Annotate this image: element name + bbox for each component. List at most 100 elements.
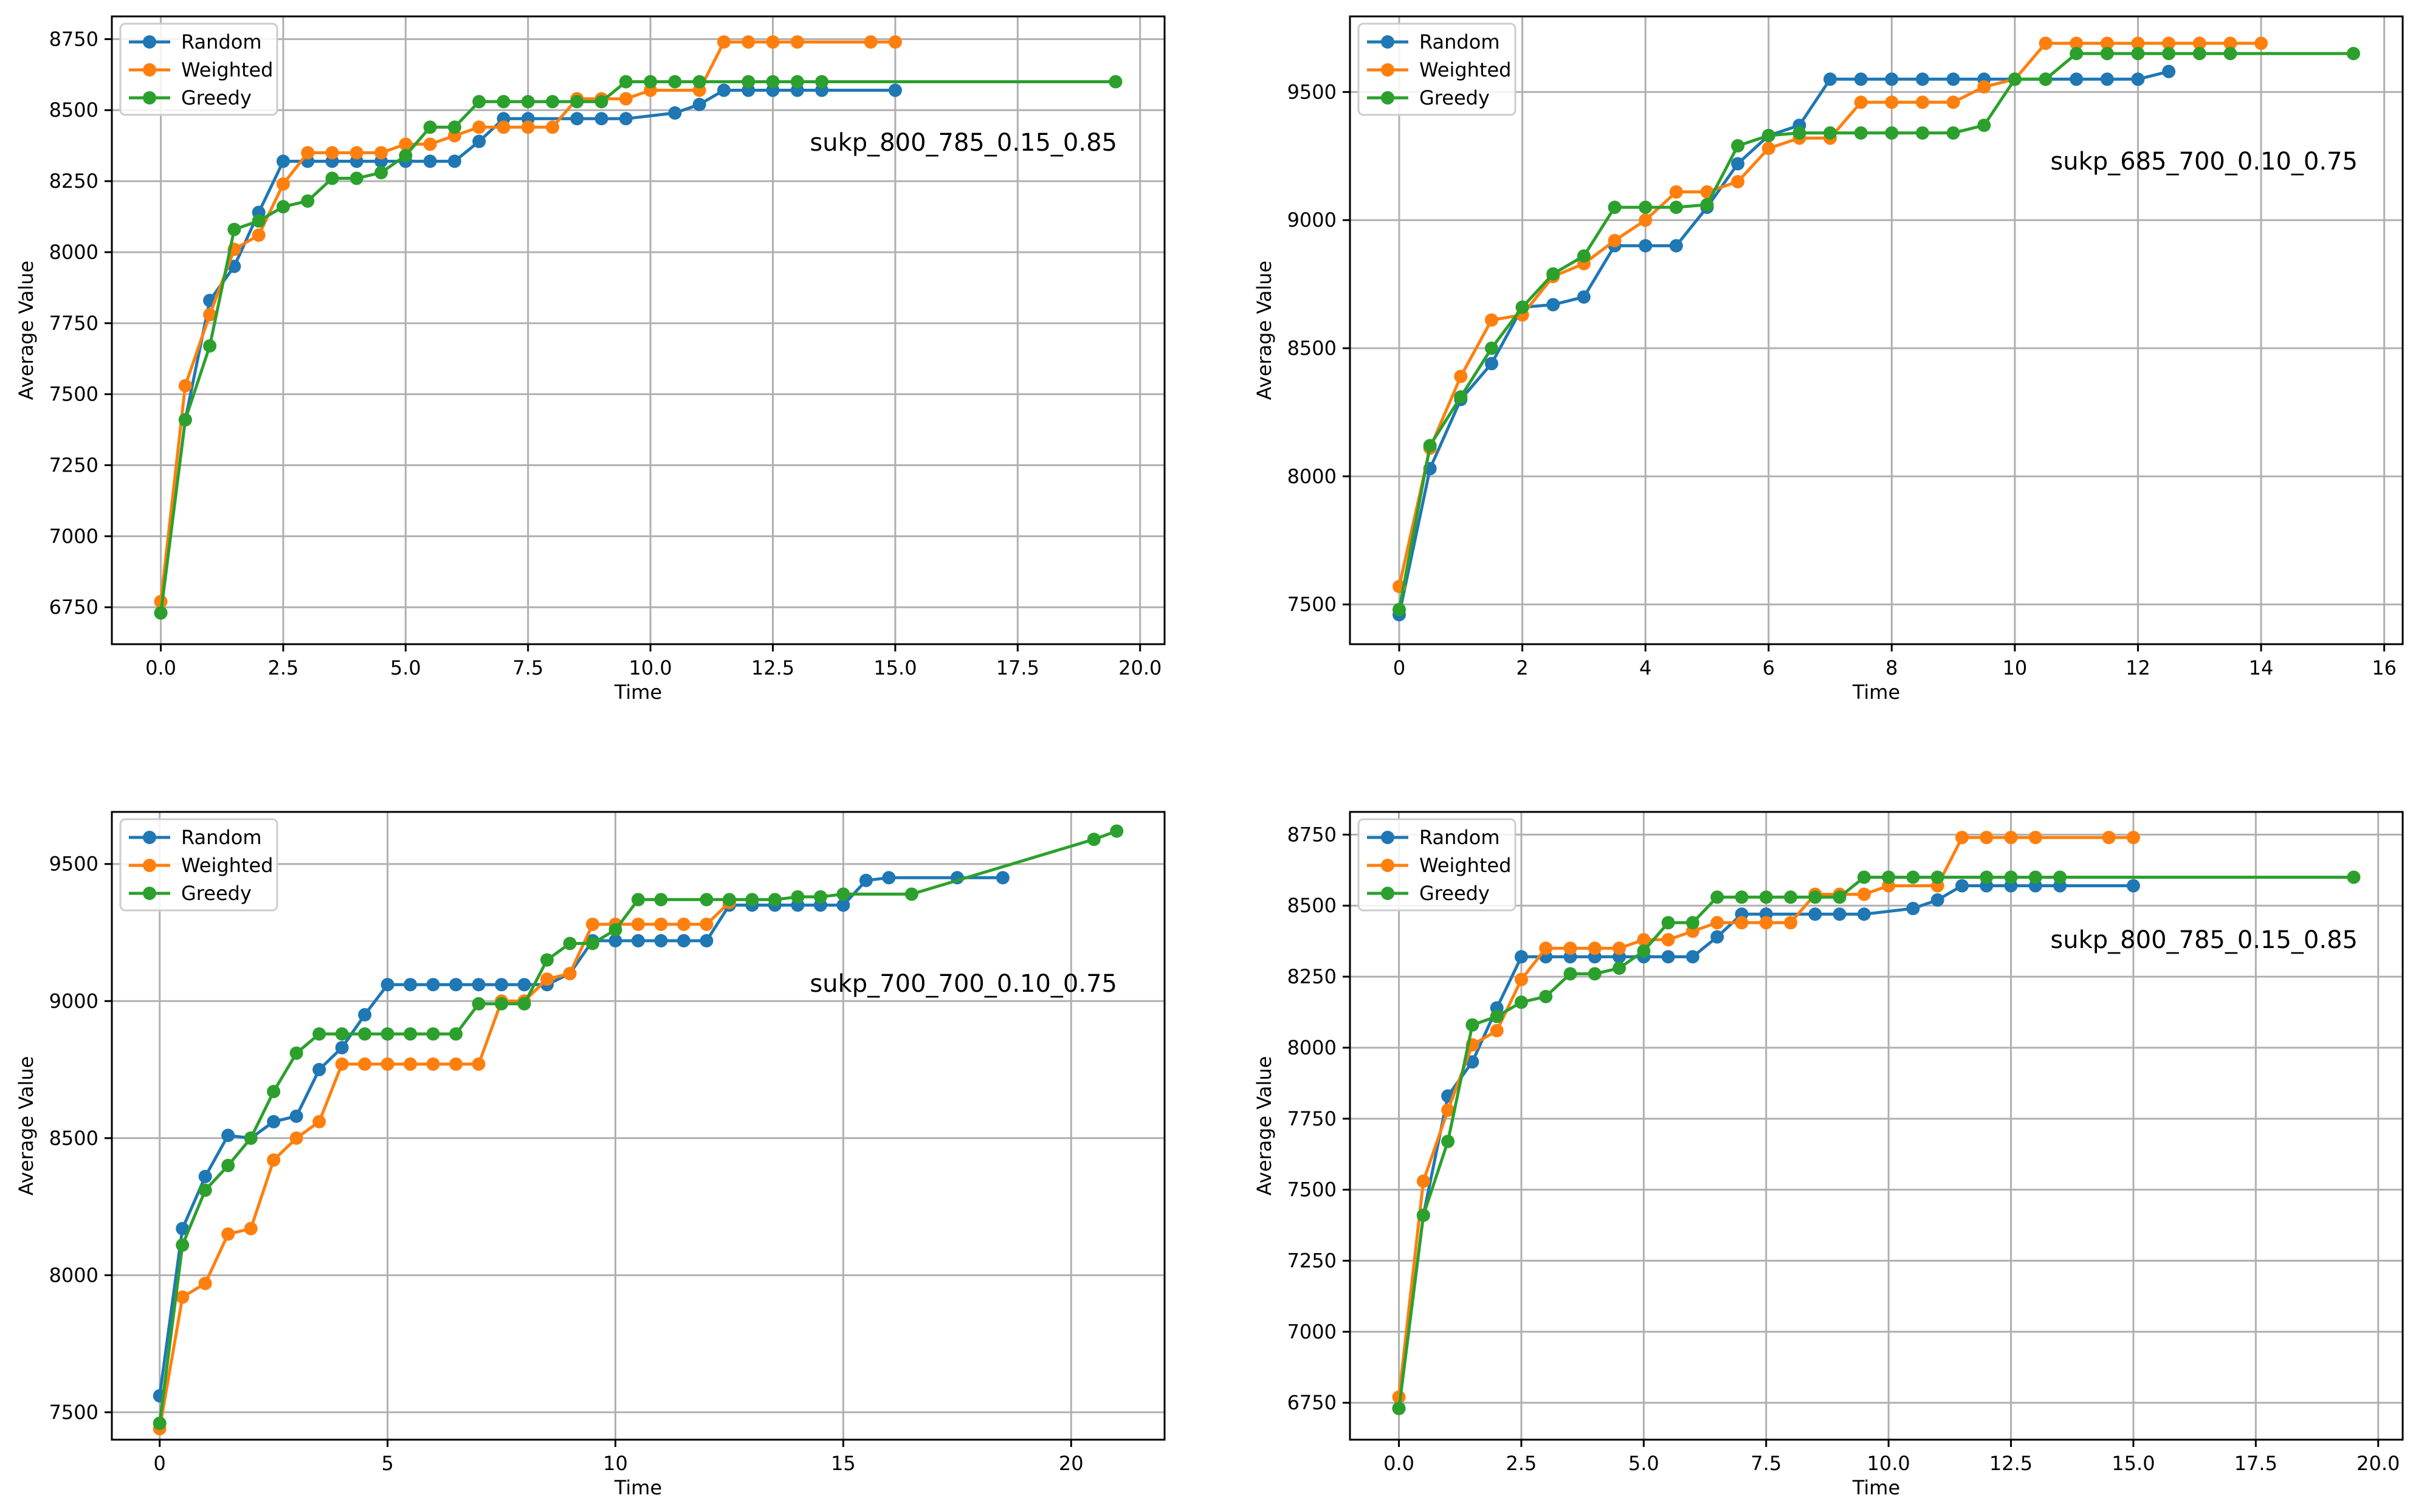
data-point-weighted (1563, 941, 1577, 955)
data-point-greedy (546, 95, 560, 109)
data-point-greedy (1980, 870, 1994, 884)
data-point-random (312, 1063, 326, 1077)
data-point-greedy (1915, 126, 1929, 140)
data-point-greedy (1700, 198, 1714, 211)
data-point-weighted (1669, 185, 1683, 199)
data-point-greedy (836, 887, 850, 901)
chart-panel-2: 0 2 4 6 8 10 12 14 16 7500 8000 8500 9000 9500 Time Ave… (1253, 15, 2404, 704)
data-point-greedy (2162, 47, 2176, 61)
data-point-random (859, 873, 873, 887)
series-line-weighted (159, 40, 895, 602)
data-point-random (2162, 64, 2176, 78)
data-point-random (2131, 72, 2145, 86)
x-tick-label: 10.0 (1867, 1452, 1910, 1475)
legend-box (119, 22, 278, 116)
y-tick-label: 6750 (1287, 1391, 1337, 1414)
data-point-greedy (1441, 1135, 1455, 1149)
data-point-greedy (203, 339, 217, 353)
data-point-weighted (1977, 80, 1991, 94)
data-point-weighted (2100, 36, 2114, 50)
data-point-weighted (1416, 1174, 1430, 1188)
legend-marker-weighted (1381, 859, 1394, 872)
data-point-greedy (198, 1183, 212, 1197)
data-point-greedy (1885, 126, 1899, 140)
data-point-greedy (399, 149, 413, 163)
data-point-random (676, 934, 690, 948)
data-point-greedy (1546, 267, 1560, 281)
data-point-weighted (654, 917, 668, 931)
data-point-weighted (2004, 831, 2018, 845)
data-point-greedy (289, 1046, 303, 1060)
data-point-random (472, 978, 486, 992)
data-point-greedy (1792, 126, 1806, 140)
data-point-weighted (1955, 831, 1969, 845)
legend-box (1357, 818, 1516, 912)
chart-panel-4: 0.0 2.5 5.0 7.5 10.0 12.5 15.0 17.5 20.0 6750 7000… (1253, 811, 2404, 1499)
data-point-weighted (203, 308, 217, 321)
data-point-weighted (1588, 941, 1602, 955)
data-point-greedy (301, 194, 315, 208)
plot-area (1392, 831, 2361, 1415)
x-axis-label: Time (1852, 1476, 1900, 1499)
x-tick-label: 2.5 (268, 656, 299, 679)
x-tick-label: 6 (1763, 656, 1775, 679)
data-point-greedy (586, 936, 600, 950)
x-tick-label: 2.5 (1506, 1452, 1537, 1475)
data-point-weighted (766, 35, 780, 49)
data-point-greedy (221, 1158, 235, 1172)
data-point-greedy (517, 997, 531, 1011)
data-point-random (1710, 930, 1724, 944)
data-point-weighted (619, 92, 633, 106)
data-point-weighted (1980, 831, 1994, 845)
x-tick-label: 15.0 (2112, 1452, 2155, 1475)
legend-marker-weighted (143, 63, 156, 77)
legend-marker-random (1381, 35, 1394, 49)
data-point-greedy (1784, 890, 1798, 904)
data-point-random (426, 978, 440, 992)
data-point-weighted (717, 35, 731, 49)
x-tick-label: 17.5 (996, 656, 1039, 679)
data-point-greedy (1577, 249, 1591, 263)
data-point-greedy (632, 893, 645, 907)
y-tick-label: 7500 (1287, 1178, 1337, 1201)
data-point-greedy (153, 1416, 167, 1430)
data-point-random (423, 154, 437, 168)
axes-frame (111, 15, 1166, 645)
data-point-random (1833, 907, 1847, 921)
data-point-weighted (1484, 313, 1498, 327)
data-point-random (1946, 72, 1960, 86)
x-tick-label: 12 (2126, 656, 2150, 679)
data-point-greedy (815, 75, 829, 89)
data-point-greedy (1515, 300, 1529, 314)
data-point-greedy (1882, 870, 1896, 884)
data-point-greedy (1393, 603, 1406, 617)
data-point-greedy (1087, 833, 1101, 847)
data-point-weighted (676, 917, 690, 931)
data-point-greedy (374, 166, 388, 180)
legend-marker-greedy (143, 887, 156, 900)
data-point-weighted (2028, 831, 2042, 845)
data-point-weighted (312, 1115, 326, 1129)
data-point-weighted (1608, 233, 1622, 247)
x-tick-label: 2 (1516, 656, 1528, 679)
x-tick-label: 10.0 (629, 656, 672, 679)
x-tick-label: 8 (1885, 656, 1898, 679)
legend: Random Weighted Greedy (119, 818, 278, 912)
data-point-greedy (570, 95, 584, 109)
data-point-weighted (1731, 174, 1745, 188)
data-point-weighted (1639, 213, 1653, 227)
legend-label-greedy: Greedy (181, 86, 252, 109)
legend-marker-greedy (1381, 91, 1394, 105)
data-point-random (380, 978, 394, 992)
data-point-weighted (790, 35, 804, 49)
x-tick-label: 0.0 (145, 656, 176, 679)
data-point-greedy (1833, 890, 1847, 904)
grid (1350, 16, 2403, 644)
data-point-weighted (540, 972, 554, 986)
data-point-random (289, 1109, 303, 1123)
data-point-greedy (1661, 916, 1675, 930)
data-point-greedy (1563, 967, 1577, 981)
data-point-weighted (563, 967, 577, 981)
data-point-greedy (692, 75, 706, 89)
y-tick-label: 8750 (49, 27, 98, 50)
